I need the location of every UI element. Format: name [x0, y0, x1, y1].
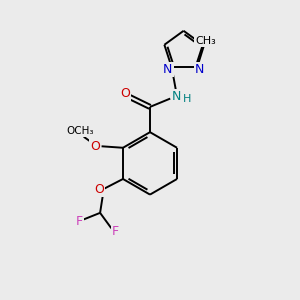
Text: N: N: [163, 63, 172, 76]
Text: CH₃: CH₃: [195, 36, 216, 46]
Text: H: H: [183, 94, 192, 104]
Text: O: O: [94, 184, 104, 196]
Text: O: O: [120, 87, 130, 100]
Text: F: F: [112, 225, 119, 238]
Text: N: N: [172, 90, 182, 103]
Text: O: O: [90, 140, 100, 153]
Text: OCH₃: OCH₃: [66, 126, 94, 136]
Text: N: N: [195, 63, 204, 76]
Text: F: F: [76, 215, 83, 228]
